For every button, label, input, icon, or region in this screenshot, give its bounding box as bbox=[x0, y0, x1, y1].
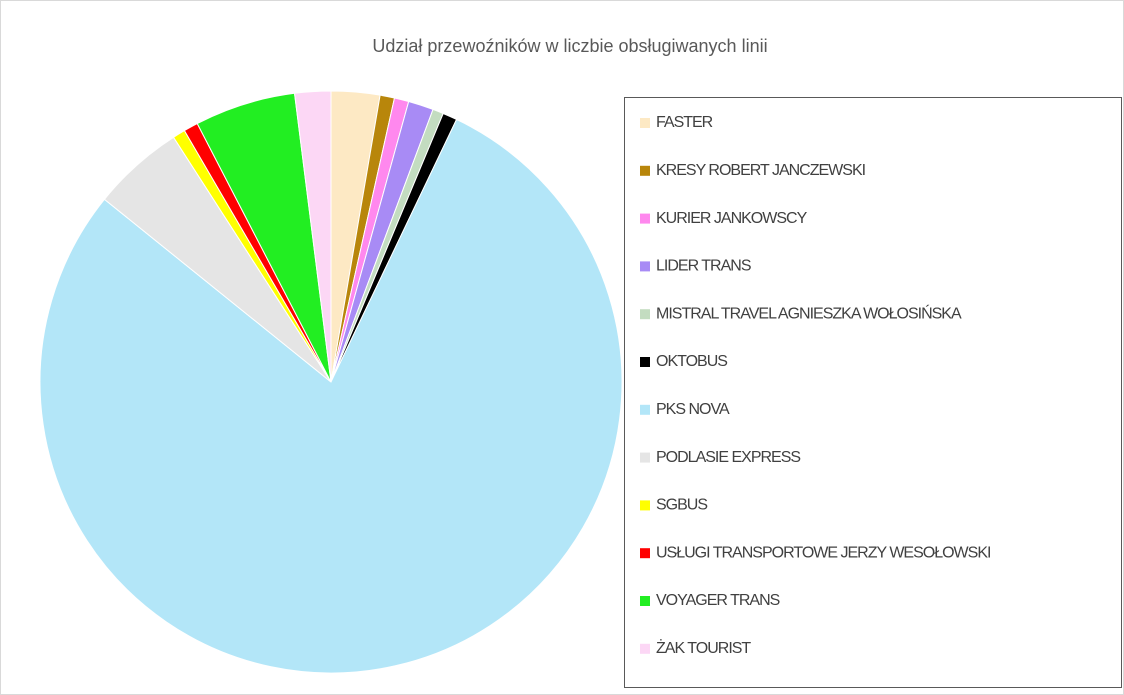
legend-swatch bbox=[640, 118, 650, 128]
legend-swatch bbox=[640, 404, 650, 415]
legend-swatch bbox=[640, 643, 650, 654]
legend-swatch bbox=[640, 261, 650, 272]
legend-swatch bbox=[640, 357, 650, 367]
legend-label: SGBUS bbox=[656, 497, 707, 514]
legend-label: MISTRAL TRAVEL AGNIESZKA WOŁOSIŃSKA bbox=[656, 303, 962, 322]
legend-label: FASTER bbox=[656, 114, 713, 131]
legend-box bbox=[624, 97, 1122, 688]
legend-swatch bbox=[640, 452, 650, 463]
legend-label: LIDER TRANS bbox=[656, 258, 751, 275]
legend-swatch bbox=[640, 548, 650, 559]
legend-label: PODLASIE EXPRESS bbox=[656, 449, 800, 466]
legend-swatch bbox=[640, 500, 650, 511]
legend-label: VOYAGER TRANS bbox=[656, 592, 780, 609]
legend-label: KRESY ROBERT JANCZEWSKI bbox=[656, 162, 865, 179]
legend-label: USŁUGI TRANSPORTOWE JERZY WESOŁOWSKI bbox=[656, 544, 990, 561]
legend-label: KURIER JANKOWSCY bbox=[656, 210, 808, 227]
legend-label: ŻAK TOURIST bbox=[656, 638, 751, 657]
legend-label: OKTOBUS bbox=[656, 353, 727, 370]
legend-swatch bbox=[640, 165, 650, 176]
pie-slice bbox=[293, 90, 332, 383]
pie-slice bbox=[39, 118, 623, 674]
legend-swatch bbox=[640, 213, 650, 224]
legend-swatch bbox=[640, 596, 650, 606]
legend-swatch bbox=[640, 309, 650, 320]
chart-title: Udział przewoźników w liczbie obsługiwan… bbox=[372, 36, 767, 56]
legend-label: PKS NOVA bbox=[656, 401, 730, 418]
